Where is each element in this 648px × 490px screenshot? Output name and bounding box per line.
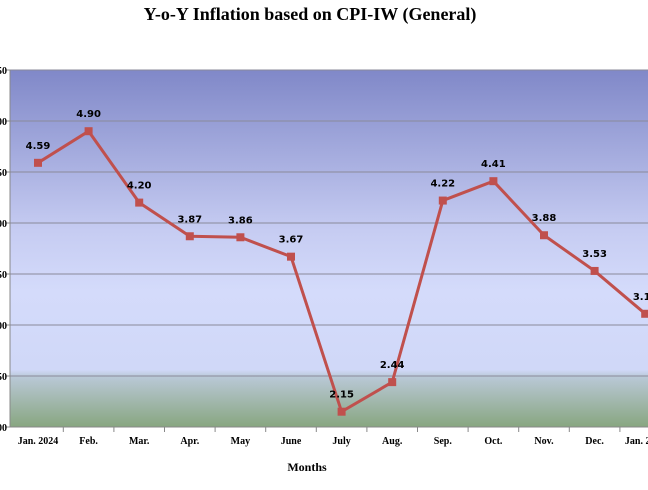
data-point xyxy=(185,232,194,241)
data-label: 3.86 xyxy=(228,215,253,226)
y-tick-label: 2.50 xyxy=(0,372,7,383)
data-label: 4.59 xyxy=(26,141,51,152)
data-point xyxy=(590,266,599,275)
y-tick-label: 4.50 xyxy=(0,168,7,179)
data-point xyxy=(135,198,144,207)
x-tick-label: Mar. xyxy=(129,436,150,447)
data-label: 2.44 xyxy=(380,360,405,371)
x-tick-label: June xyxy=(281,436,302,447)
data-label: 4.22 xyxy=(430,179,455,190)
x-tick-label: Dec. xyxy=(585,436,604,447)
plot-area xyxy=(10,70,648,427)
x-tick-label: Oct. xyxy=(484,436,503,447)
data-label: 3.88 xyxy=(532,213,557,224)
data-label: 4.20 xyxy=(127,181,152,192)
y-tick-label: 3.50 xyxy=(0,270,7,281)
x-tick-label: July xyxy=(332,436,350,447)
data-point xyxy=(34,158,42,167)
y-tick-label: 5.00 xyxy=(0,117,7,128)
data-point xyxy=(84,127,93,136)
data-point xyxy=(337,407,346,416)
x-tick-label: Feb. xyxy=(79,436,98,447)
data-point xyxy=(641,309,648,318)
y-tick-label: 5.50 xyxy=(0,66,7,77)
data-label: 3.87 xyxy=(177,214,202,225)
x-tick-label: Jan. 2024 xyxy=(18,436,59,447)
chart-title: Y-o-Y Inflation based on CPI-IW (General… xyxy=(144,4,477,25)
data-label: 4.41 xyxy=(481,159,506,170)
x-tick-label: Apr. xyxy=(180,436,199,447)
data-point xyxy=(540,231,548,240)
x-tick-label: Sep. xyxy=(434,436,453,447)
x-tick-label: May xyxy=(231,436,250,447)
x-tick-label: Jan. 2025 xyxy=(625,436,648,447)
y-tick-label: 3.00 xyxy=(0,321,7,332)
data-point xyxy=(287,252,295,261)
data-label: 2.15 xyxy=(329,390,354,401)
x-tick-label: Nov. xyxy=(534,436,554,447)
y-tick-label: 4.00 xyxy=(0,219,7,230)
data-point xyxy=(438,196,447,205)
data-label: 4.90 xyxy=(76,109,101,120)
data-point xyxy=(236,233,245,242)
data-label: 3.53 xyxy=(582,249,607,260)
data-point xyxy=(489,177,498,186)
data-point xyxy=(388,378,397,387)
x-axis-label: Months xyxy=(287,460,327,474)
y-tick-label: 2.00 xyxy=(0,423,7,434)
data-label: 3.67 xyxy=(279,235,304,246)
data-label: 3.11 xyxy=(633,292,648,303)
x-tick-label: Aug. xyxy=(382,436,403,447)
